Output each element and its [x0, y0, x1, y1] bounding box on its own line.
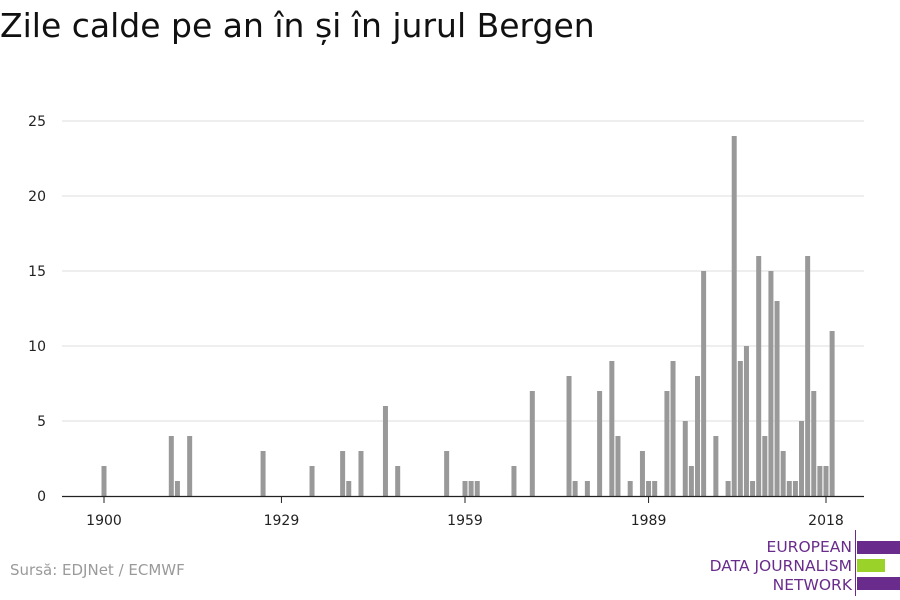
logo-bar-purple-top: [857, 541, 900, 554]
bar: [805, 256, 811, 496]
y-tick-label: 15: [28, 264, 46, 280]
bar: [309, 466, 315, 496]
bar: [829, 331, 835, 496]
source-note: Sursă: EDJNet / ECMWF: [10, 561, 185, 579]
bar: [731, 136, 737, 496]
bar: [646, 481, 652, 496]
logo-bar-green: [857, 559, 885, 572]
bar: [340, 451, 346, 496]
x-tick-label: 1989: [631, 513, 667, 529]
bar: [346, 481, 352, 496]
bar: [774, 301, 780, 496]
grid-lines: [62, 120, 864, 422]
bar: [695, 376, 701, 496]
y-tick-label: 20: [28, 189, 46, 205]
bar: [187, 436, 193, 496]
logo-bar-purple-bottom: [857, 577, 900, 590]
bar: [713, 436, 719, 496]
bar: [627, 481, 633, 496]
bar: [382, 406, 388, 496]
logo-separator: [855, 530, 856, 596]
bar: [609, 361, 615, 496]
bar: [444, 451, 450, 496]
x-tick-label: 1959: [447, 513, 483, 529]
logo-line-2: DATA JOURNALISM: [709, 557, 852, 575]
bar: [750, 481, 756, 496]
bar: [737, 361, 743, 496]
bar: [174, 481, 180, 496]
bar: [780, 451, 786, 496]
bar: [811, 391, 817, 496]
bar: [701, 271, 707, 496]
logo-line-1: EUROPEAN: [766, 538, 852, 556]
bar: [529, 391, 535, 496]
bar: [725, 481, 731, 496]
logo-line-3: NETWORK: [772, 576, 852, 594]
bar: [639, 451, 645, 496]
bar: [468, 481, 474, 496]
bar: [682, 421, 688, 496]
bar: [615, 436, 621, 496]
bar: [584, 481, 590, 496]
bar: [511, 466, 517, 496]
bar: [688, 466, 694, 496]
y-tick-label: 10: [28, 339, 46, 355]
bar: [572, 481, 578, 496]
axes: 0 5 10 15 20 25 1900 1929 1959 1989 2018: [28, 114, 864, 529]
bar-chart: 0 5 10 15 20 25 1900 1929 1959 1989 2018: [28, 114, 864, 529]
bar: [462, 481, 468, 496]
bar: [768, 271, 774, 496]
bar: [799, 421, 805, 496]
chart-title: Zile calde pe an în și în jurul Bergen: [0, 6, 595, 45]
bar: [358, 451, 364, 496]
bar: [756, 256, 762, 496]
y-tick-label: 5: [37, 414, 46, 430]
bar: [664, 391, 670, 496]
bar: [395, 466, 401, 496]
bar: [762, 436, 768, 496]
x-tick-label: 2018: [808, 513, 844, 529]
y-tick-label: 0: [37, 489, 46, 505]
edjnet-logo: EUROPEAN DATA JOURNALISM NETWORK: [700, 530, 900, 596]
bar: [260, 451, 266, 496]
x-tick-label: 1900: [86, 513, 122, 529]
bar: [823, 466, 829, 496]
bar: [597, 391, 603, 496]
bar: [474, 481, 480, 496]
bar: [101, 466, 107, 496]
bar: [817, 466, 823, 496]
bar: [566, 376, 572, 496]
bar: [670, 361, 676, 496]
bar: [792, 481, 798, 496]
x-tick-label: 1929: [264, 513, 300, 529]
bar: [652, 481, 658, 496]
bars: [101, 136, 835, 496]
bar: [743, 346, 749, 496]
bar: [786, 481, 792, 496]
bar: [168, 436, 174, 496]
y-tick-label: 25: [28, 114, 46, 130]
